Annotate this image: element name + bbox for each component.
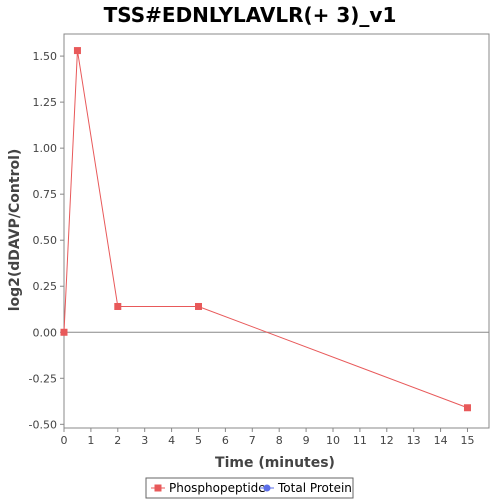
- y-axis-label: log2(dDAVP/Control): [7, 149, 23, 312]
- x-tick-label: 5: [195, 434, 202, 447]
- chart-title: TSS#EDNLYLAVLR(+ 3)_v1: [104, 3, 397, 27]
- x-tick-label: 15: [460, 434, 474, 447]
- data-point: [463, 404, 471, 412]
- data-point: [114, 302, 122, 310]
- legend-swatch-marker: [263, 484, 271, 492]
- y-tick-label: 0.25: [33, 280, 58, 293]
- y-axis-ticks: -0.50 -0.25 0.00 0.25 0.50 0.75 1.00 1.25 1.50: [29, 50, 64, 431]
- y-tick-label: 1.00: [33, 142, 58, 155]
- x-tick-label: 6: [222, 434, 229, 447]
- x-tick-label: 9: [303, 434, 310, 447]
- data-point: [73, 47, 81, 55]
- series-layer: [60, 47, 471, 412]
- x-axis-ticks: 0 1 2 3 4 5 6 7 8 9 10 11 12 13 14 15: [61, 428, 474, 447]
- x-tick-label: 0: [61, 434, 68, 447]
- legend-swatch-marker: [154, 484, 162, 492]
- x-axis-label: Time (minutes): [215, 455, 335, 471]
- y-tick-label: 0.00: [33, 326, 58, 339]
- plot-area: [63, 33, 490, 429]
- x-tick-label: 8: [276, 434, 283, 447]
- legend-box: [145, 477, 354, 499]
- x-tick-label: 7: [249, 434, 256, 447]
- data-point: [194, 302, 202, 310]
- legend: Phosphopeptide Total Protein: [145, 477, 354, 499]
- y-tick-label: 0.50: [33, 234, 58, 247]
- x-tick-label: 11: [353, 434, 367, 447]
- x-tick-label: 13: [407, 434, 421, 447]
- x-tick-label: 12: [380, 434, 394, 447]
- y-tick-label: 0.75: [33, 188, 58, 201]
- y-tick-label: 1.50: [33, 50, 58, 63]
- x-tick-label: 4: [168, 434, 175, 447]
- y-tick-label: 1.25: [33, 96, 58, 109]
- x-tick-label: 14: [434, 434, 448, 447]
- y-tick-label: -0.50: [29, 418, 57, 431]
- x-tick-label: 10: [326, 434, 340, 447]
- data-point: [60, 328, 68, 336]
- y-tick-label: -0.25: [29, 372, 57, 385]
- legend-label: Total Protein: [277, 481, 352, 495]
- x-tick-label: 3: [141, 434, 148, 447]
- legend-label: Phosphopeptide: [169, 481, 266, 495]
- x-tick-label: 1: [87, 434, 94, 447]
- x-tick-label: 2: [114, 434, 121, 447]
